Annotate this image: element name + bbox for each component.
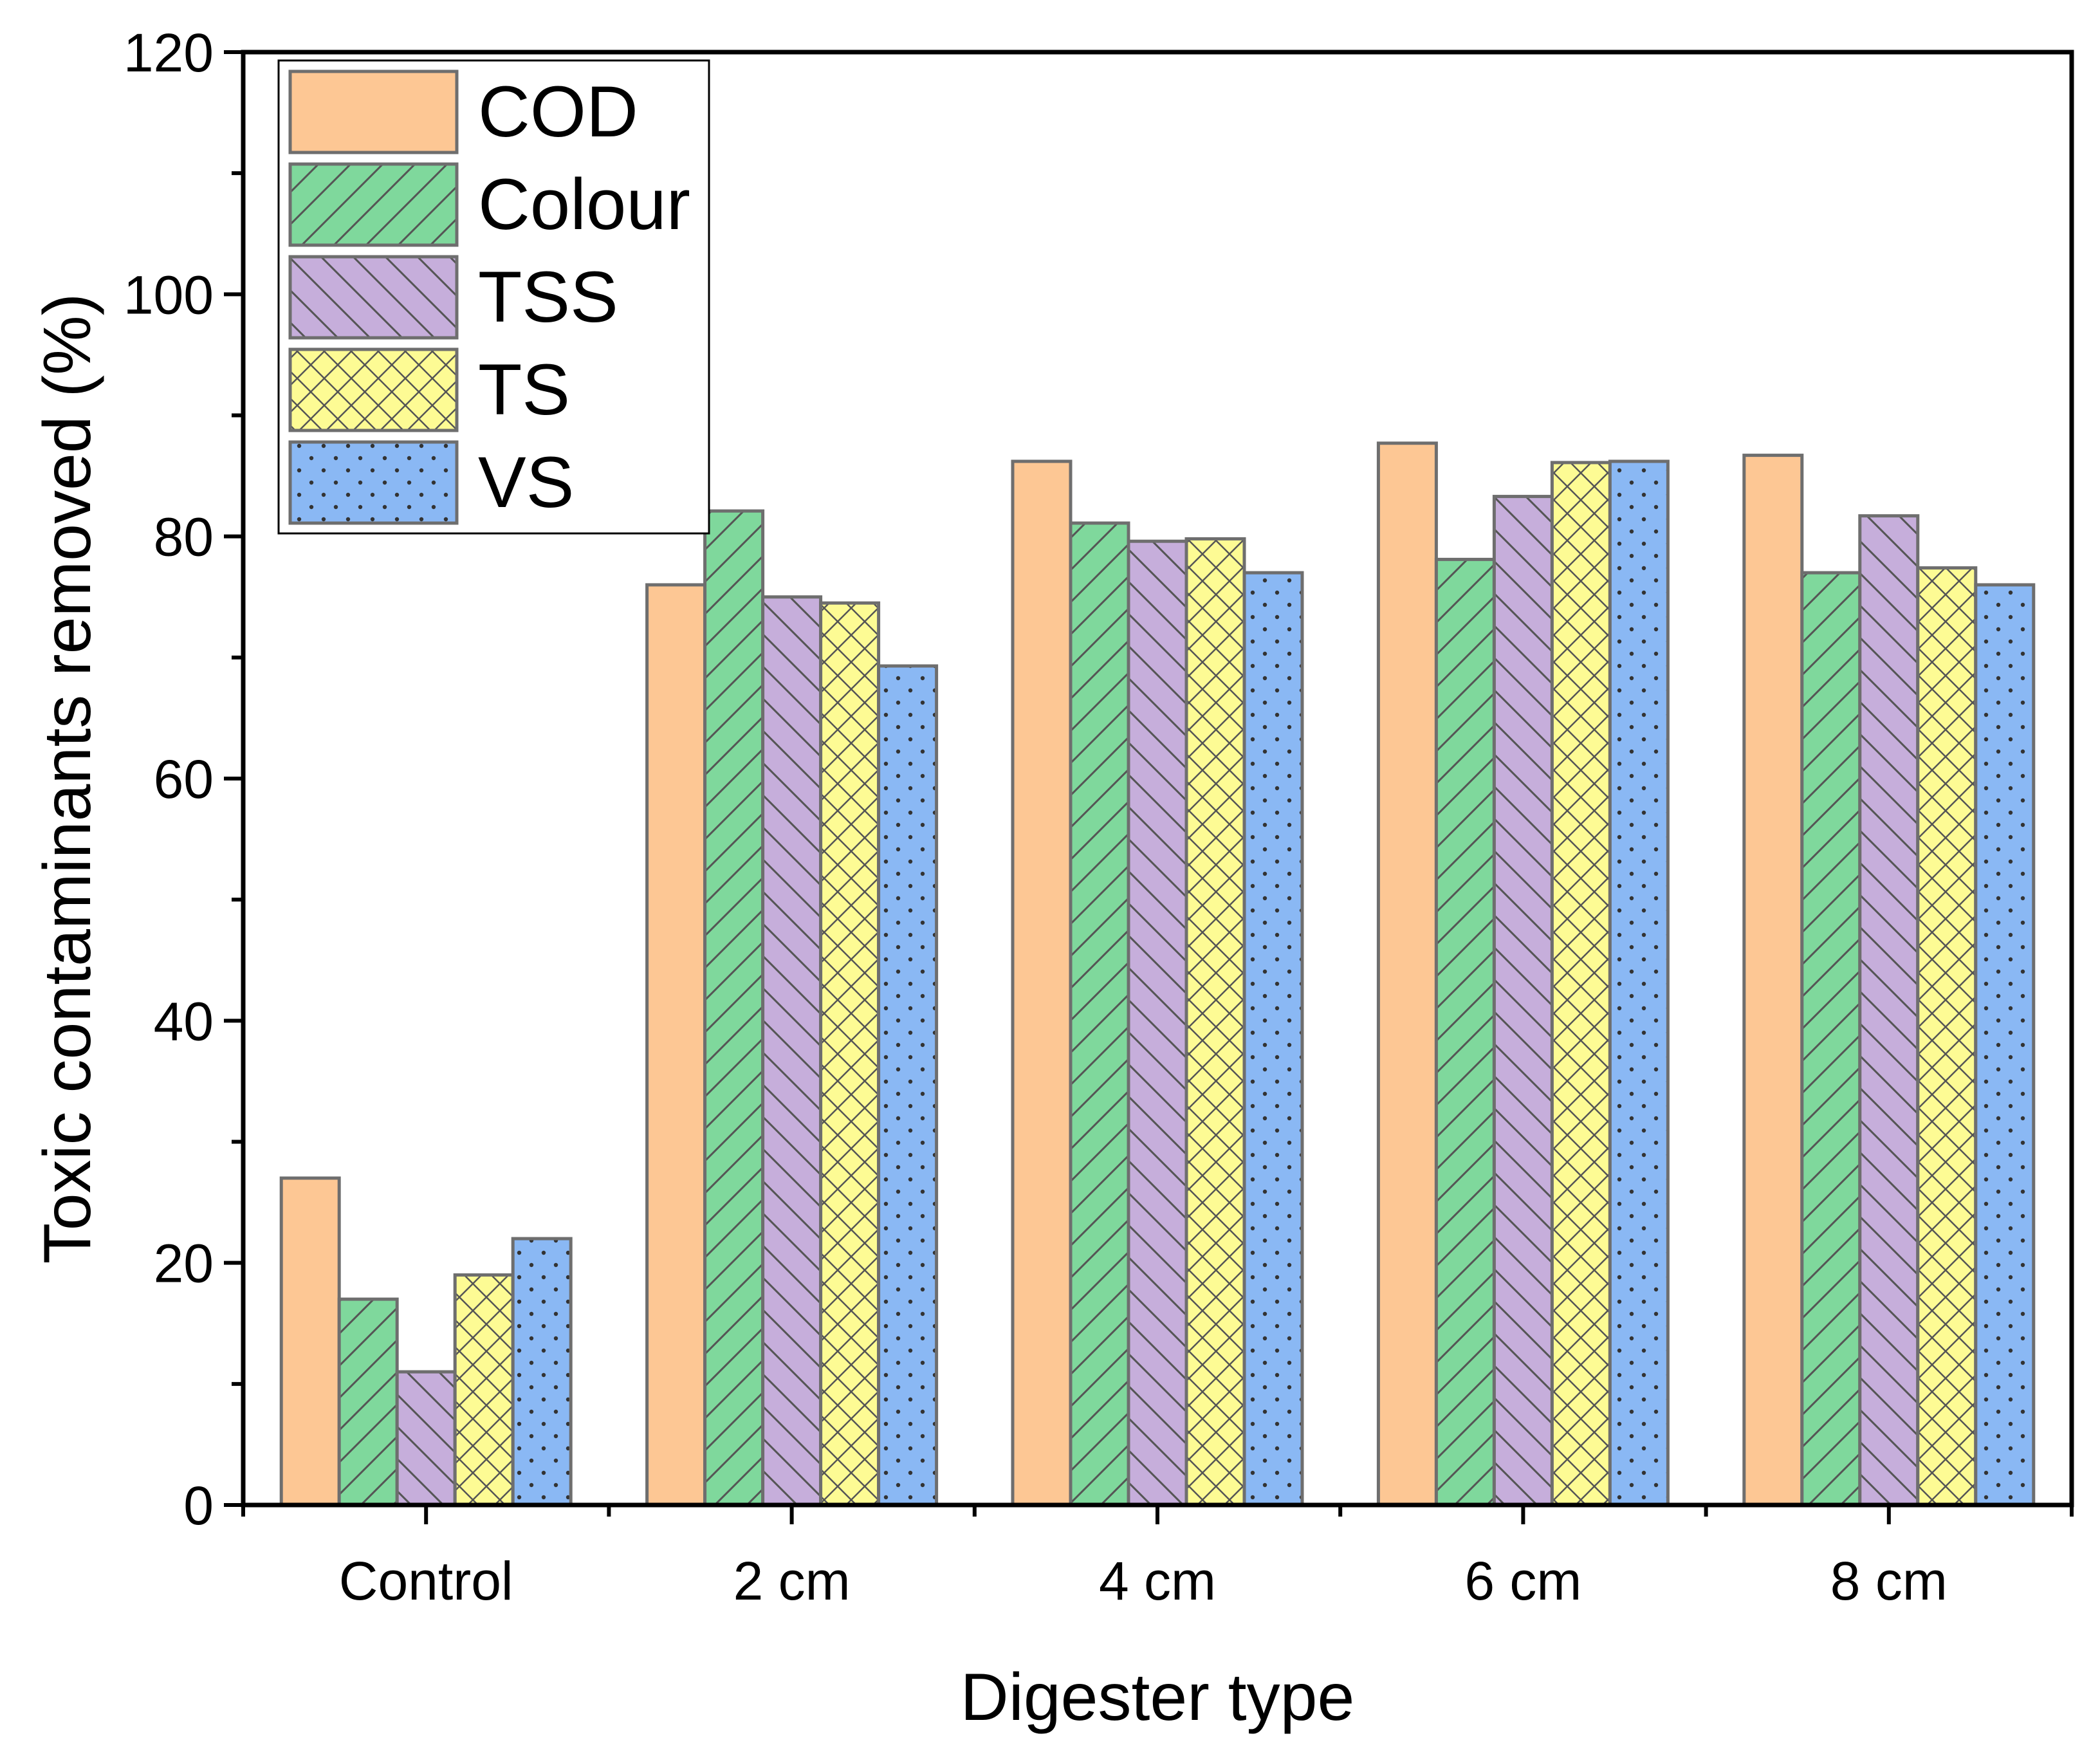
- y-tick-label-20: 20: [154, 1233, 214, 1294]
- legend-swatch-colour: [288, 162, 459, 247]
- y-tick-label-100: 100: [124, 264, 214, 325]
- legend: COD Colour TSS TS VS: [277, 59, 710, 535]
- legend-label-cod: COD: [478, 71, 638, 152]
- legend-swatch-cod: [288, 69, 459, 154]
- bars-layer: [279, 441, 2036, 1507]
- x-tick-label-6-cm: 6 cm: [1464, 1551, 1581, 1611]
- legend-swatch-vs: [288, 440, 459, 525]
- x-tick-label-4-cm: 4 cm: [1099, 1551, 1216, 1611]
- x-tick-label-control: Control: [339, 1551, 513, 1611]
- legend-label-colour: Colour: [478, 164, 690, 245]
- x-tick-label-8-cm: 8 cm: [1830, 1551, 1948, 1611]
- legend-swatch-tss: [288, 255, 459, 340]
- y-tick-label-40: 40: [154, 991, 214, 1051]
- y-tick-label-120: 120: [124, 23, 214, 83]
- axes-layer: 0 20 40 60 80 100 120 Control 2 cm 4 cm 6 cm 8 cm Di…: [30, 23, 2074, 1735]
- y-axis-title: Toxic contaminants removed (%): [30, 293, 105, 1264]
- x-axis-title: Digester type: [961, 1660, 1355, 1735]
- x-tick-label-2-cm: 2 cm: [733, 1551, 851, 1611]
- y-tick-label-60: 60: [154, 749, 214, 809]
- legend-label-tss: TSS: [478, 257, 618, 337]
- y-tick-label-0: 0: [183, 1475, 214, 1536]
- y-tick-label-80: 80: [154, 507, 214, 568]
- legend-swatch-ts: [288, 347, 459, 432]
- legend-label-vs: VS: [478, 442, 574, 522]
- legend-label-ts: TS: [478, 349, 570, 430]
